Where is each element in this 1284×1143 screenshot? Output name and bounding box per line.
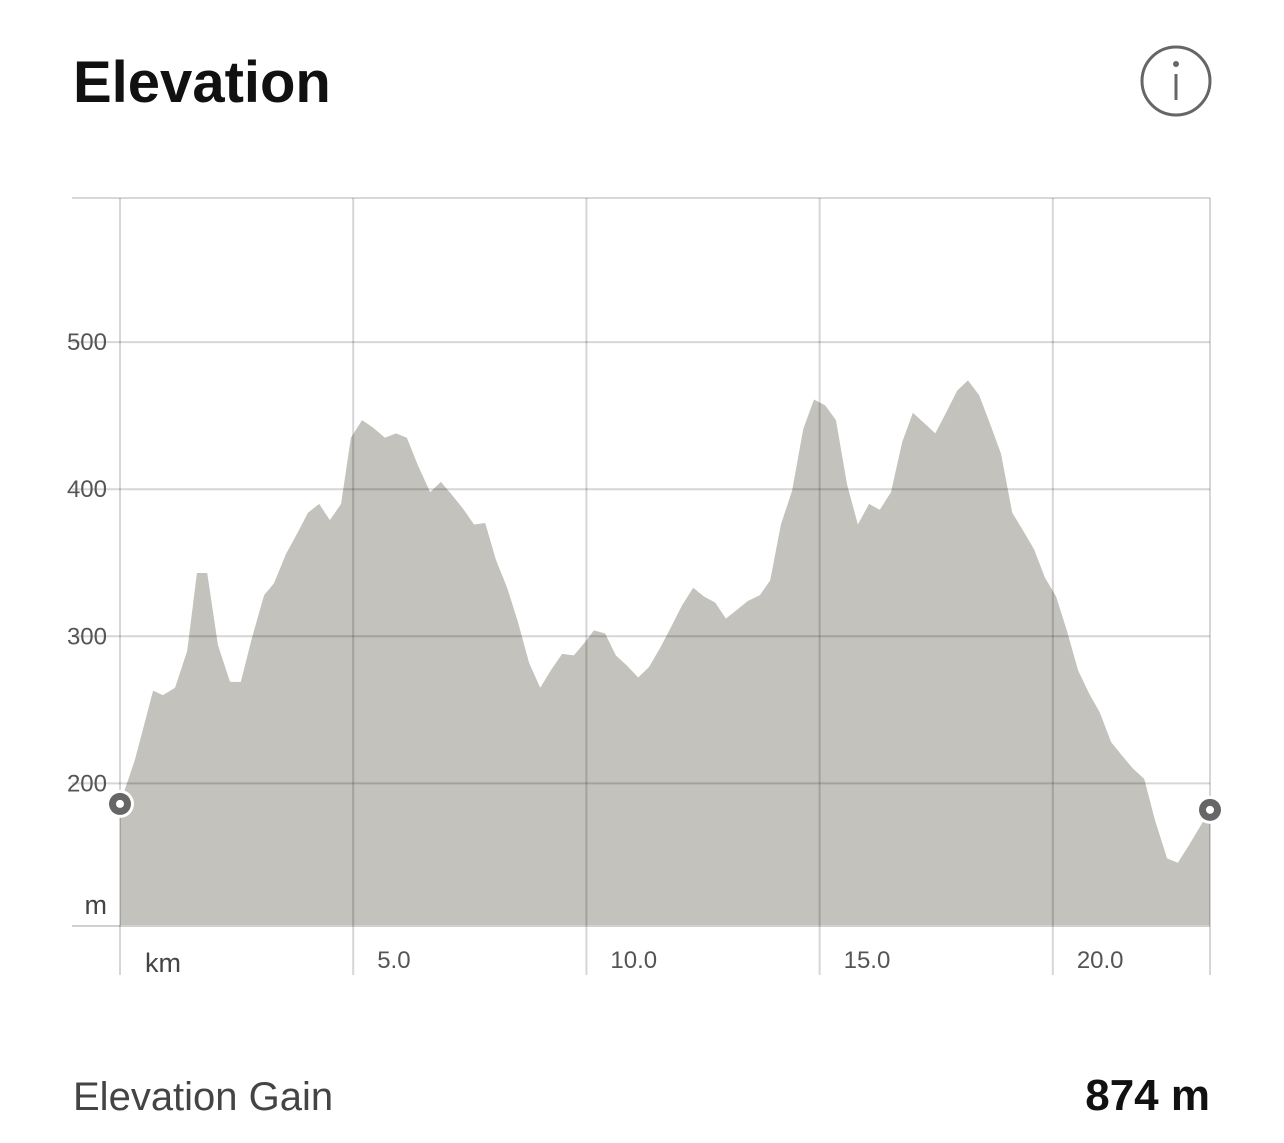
info-dot[interactable] — [1173, 61, 1179, 67]
summary-value: 874 m — [1085, 1071, 1210, 1120]
endpoint-marker-center — [1206, 805, 1214, 814]
y-tick-label: 400 — [67, 476, 107, 503]
x-tick-label: 20.0 — [1077, 947, 1124, 974]
y-axis-label: m — [85, 890, 108, 920]
x-tick-label: 15.0 — [844, 947, 891, 974]
plot: 200 300 400 500 5.0 10.0 15.0 20.0 km m — [67, 197, 1224, 978]
title: Elevation — [73, 50, 331, 115]
y-tick-label: 500 — [67, 329, 107, 356]
info-ring[interactable] — [1140, 45, 1212, 117]
y-tick-label: 200 — [67, 770, 107, 797]
info-button[interactable] — [1140, 45, 1212, 117]
x-tick-label: 5.0 — [377, 947, 410, 974]
x-tick-label: 10.0 — [610, 947, 657, 974]
x-axis-label: km — [145, 948, 181, 978]
elevation-area — [120, 380, 1210, 926]
endpoint-marker-center — [116, 799, 124, 808]
y-tick-label: 300 — [67, 623, 107, 650]
summary-label: Elevation Gain — [73, 1075, 333, 1119]
